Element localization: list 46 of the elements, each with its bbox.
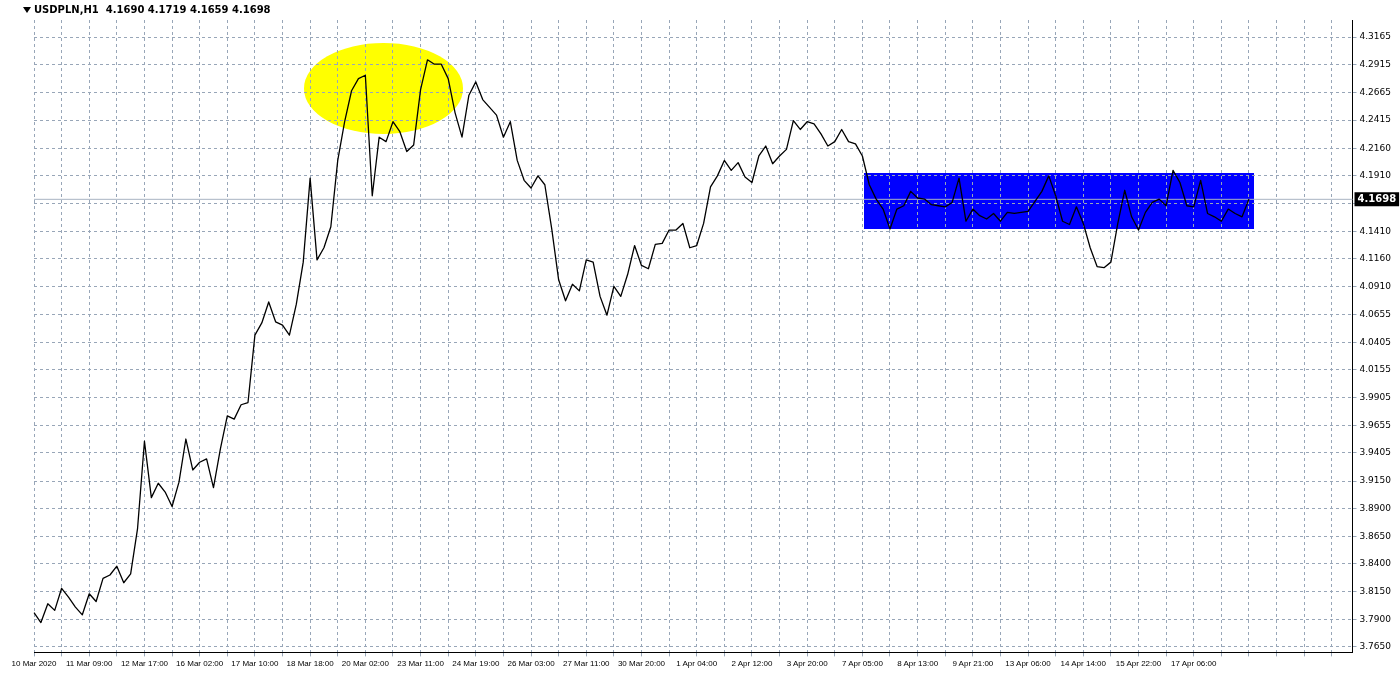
x-tick-label: 30 Mar 20:00 <box>617 659 666 669</box>
x-tick-label: 11 Mar 09:00 <box>65 659 114 669</box>
x-tick-label: 15 Apr 22:00 <box>1115 659 1162 669</box>
y-tick-label: 4.2665 <box>1359 86 1392 97</box>
x-tick-label: 24 Mar 19:00 <box>452 659 500 669</box>
x-tick-label: 26 Mar 03:00 <box>507 659 556 669</box>
y-tick-label: 4.0405 <box>1359 336 1392 347</box>
y-tick-label: 4.1160 <box>1359 253 1392 264</box>
y-tick-label: 4.0155 <box>1359 364 1392 375</box>
y-tick-label: 3.8400 <box>1359 558 1392 569</box>
y-tick-label: 4.2415 <box>1359 114 1392 125</box>
x-tick-label: 14 Apr 14:00 <box>1060 659 1107 669</box>
x-tick-label: 2 Apr 12:00 <box>731 659 773 669</box>
y-tick-label: 4.1910 <box>1359 170 1392 181</box>
x-tick-label: 10 Mar 2020 <box>11 659 58 669</box>
x-tick-label: 20 Mar 02:00 <box>341 659 390 669</box>
x-tick-label: 8 Apr 13:00 <box>897 659 939 669</box>
y-tick-label: 3.8900 <box>1359 503 1392 514</box>
x-tick-label: 1 Apr 04:00 <box>676 659 718 669</box>
y-tick-label: 3.8150 <box>1359 585 1392 596</box>
y-tick-label: 3.9905 <box>1359 391 1392 402</box>
y-tick-label: 4.1410 <box>1359 225 1392 236</box>
x-tick-label: 13 Apr 06:00 <box>1005 659 1052 669</box>
y-tick-label: 4.0910 <box>1359 280 1392 291</box>
y-tick-label: 3.9655 <box>1359 419 1392 430</box>
x-tick-label: 18 Mar 18:00 <box>286 659 335 669</box>
x-tick-label: 23 Mar 11:00 <box>397 659 445 669</box>
x-tick-label: 27 Mar 11:00 <box>562 659 611 669</box>
x-tick-label: 17 Mar 10:00 <box>231 659 280 669</box>
y-tick-label: 3.7650 <box>1359 641 1392 652</box>
x-tick-label: 3 Apr 20:00 <box>786 659 829 669</box>
y-tick-label: 3.9405 <box>1359 447 1392 458</box>
y-tick-label: 3.7900 <box>1359 613 1392 624</box>
ref-line-label: 4.1698 <box>1357 192 1397 204</box>
y-tick-label: 3.8650 <box>1359 530 1392 541</box>
y-tick-label: 4.3165 <box>1359 31 1392 42</box>
chart-title: USDPLN,H1 4.1690 4.1719 4.1659 4.1698 <box>34 3 271 15</box>
x-tick-label: 16 Mar 02:00 <box>176 659 224 669</box>
x-tick-label: 9 Apr 21:00 <box>952 659 994 669</box>
y-tick-label: 3.9150 <box>1359 475 1392 486</box>
x-tick-label: 12 Mar 17:00 <box>120 659 169 669</box>
y-tick-label: 4.2915 <box>1359 59 1392 70</box>
x-tick-label: 17 Apr 06:00 <box>1171 659 1217 669</box>
y-tick-label: 4.0655 <box>1359 308 1392 319</box>
y-tick-label: 4.2160 <box>1359 142 1392 153</box>
x-tick-label: 7 Apr 05:00 <box>841 659 884 669</box>
